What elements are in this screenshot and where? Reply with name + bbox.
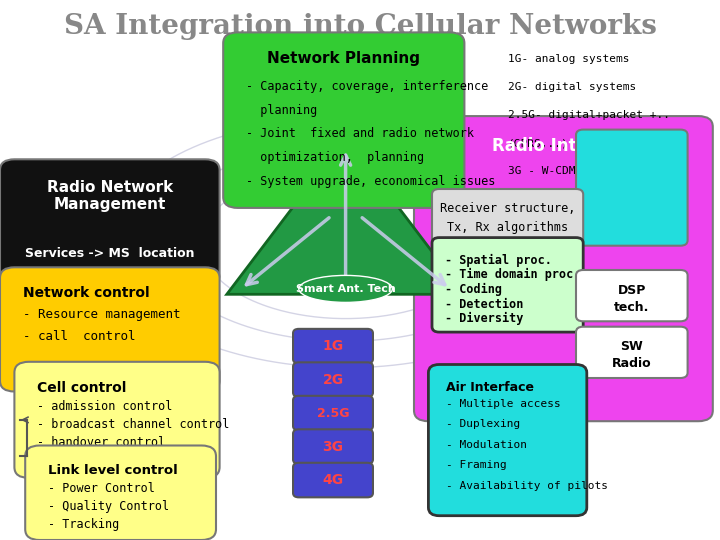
Text: Receiver structure,: Receiver structure, <box>440 202 575 215</box>
Text: Radio Interface: Radio Interface <box>492 137 635 154</box>
FancyBboxPatch shape <box>293 329 373 363</box>
Text: - Multiple access: - Multiple access <box>446 399 561 409</box>
Text: - Coding: - Coding <box>445 283 502 296</box>
Text: - Spatial proc.: - Spatial proc. <box>445 254 552 267</box>
Text: Radio: Radio <box>612 357 652 370</box>
FancyBboxPatch shape <box>293 396 373 430</box>
Text: Services -> MS  location: Services -> MS location <box>25 247 194 260</box>
FancyBboxPatch shape <box>293 463 373 497</box>
Text: - Tracking: - Tracking <box>48 518 120 531</box>
FancyBboxPatch shape <box>0 159 220 286</box>
Text: - Modulation: - Modulation <box>446 440 527 450</box>
Text: Radio Network
Management: Radio Network Management <box>47 180 173 212</box>
Text: 3G: 3G <box>323 440 343 454</box>
FancyBboxPatch shape <box>223 32 464 208</box>
Text: 4G- cellular+ gigabit WLAN: 4G- cellular+ gigabit WLAN <box>508 194 683 205</box>
Text: 2G: 2G <box>323 373 343 387</box>
Text: SA Integration into Cellular Networks: SA Integration into Cellular Networks <box>63 14 657 40</box>
Text: planning: planning <box>246 104 318 117</box>
Text: Network Planning: Network Planning <box>267 51 420 66</box>
FancyBboxPatch shape <box>414 116 713 421</box>
Ellipse shape <box>299 275 392 302</box>
Text: SW: SW <box>621 340 643 353</box>
Text: - Quality Control: - Quality Control <box>48 500 169 513</box>
Text: - Capacity, coverage, interference: - Capacity, coverage, interference <box>246 80 488 93</box>
Text: 1G: 1G <box>323 339 343 353</box>
Text: Link level control: Link level control <box>48 464 178 477</box>
Text: - macro-diversity control: - macro-diversity control <box>37 455 215 468</box>
FancyBboxPatch shape <box>0 267 220 392</box>
FancyBboxPatch shape <box>14 362 220 478</box>
Text: optimization,  planning: optimization, planning <box>246 151 424 164</box>
FancyBboxPatch shape <box>293 429 373 464</box>
Polygon shape <box>227 138 464 294</box>
FancyBboxPatch shape <box>428 364 587 516</box>
Text: - Detection: - Detection <box>445 298 523 310</box>
Text: - Duplexing: - Duplexing <box>446 419 521 429</box>
Text: - Availability of pilots: - Availability of pilots <box>446 481 608 491</box>
Text: - Power Control: - Power Control <box>48 482 155 495</box>
Text: (GPRS,..): (GPRS,..) <box>508 138 568 149</box>
Text: 2.5G- digital+packet +..: 2.5G- digital+packet +.. <box>508 110 670 120</box>
Text: tech.: tech. <box>614 301 649 314</box>
Text: - Joint  fixed and radio network: - Joint fixed and radio network <box>246 127 474 140</box>
Text: 3G - W-CDMA: 3G - W-CDMA <box>508 166 582 177</box>
Text: - Resource management: - Resource management <box>23 308 181 321</box>
Text: Cell control: Cell control <box>37 381 127 395</box>
Text: 2G- digital systems: 2G- digital systems <box>508 82 636 92</box>
Text: - Diversity: - Diversity <box>445 312 523 325</box>
Text: Network control: Network control <box>23 286 150 300</box>
Text: - broadcast channel control: - broadcast channel control <box>37 418 230 431</box>
Text: 1G- analog systems: 1G- analog systems <box>508 54 629 64</box>
Text: - System upgrade, economical issues: - System upgrade, economical issues <box>246 175 495 188</box>
FancyBboxPatch shape <box>432 238 583 332</box>
FancyBboxPatch shape <box>293 362 373 397</box>
Text: - admission control: - admission control <box>37 400 173 413</box>
Text: Smart Ant. Tech: Smart Ant. Tech <box>296 284 395 294</box>
Text: Tx, Rx algorithms: Tx, Rx algorithms <box>447 221 568 234</box>
Text: - handover control: - handover control <box>37 436 166 449</box>
Text: Air Interface: Air Interface <box>446 381 534 394</box>
Text: - call  control: - call control <box>23 330 135 343</box>
FancyBboxPatch shape <box>25 446 216 540</box>
FancyBboxPatch shape <box>576 130 688 246</box>
FancyBboxPatch shape <box>576 270 688 321</box>
Text: - Framing: - Framing <box>446 460 507 470</box>
Text: 2.5G: 2.5G <box>317 407 349 420</box>
FancyBboxPatch shape <box>576 327 688 378</box>
FancyBboxPatch shape <box>432 189 583 246</box>
Text: - Time domain proc: - Time domain proc <box>445 268 573 281</box>
Text: 4G: 4G <box>323 473 343 487</box>
Text: DSP: DSP <box>618 284 646 296</box>
